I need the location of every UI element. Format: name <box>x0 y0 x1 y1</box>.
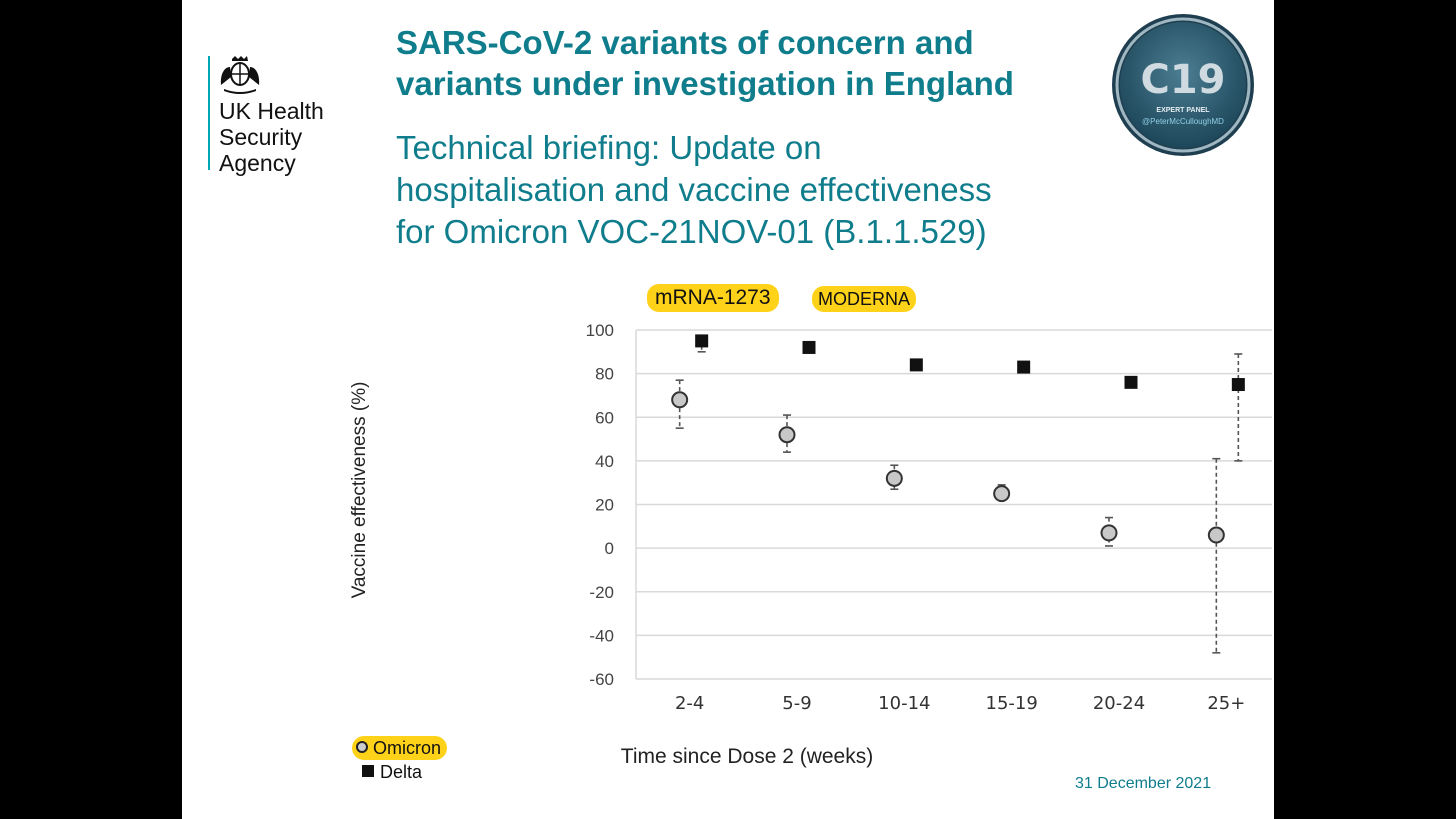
badge-line2-text: @PeterMcCulloughMD <box>1142 117 1224 126</box>
title-line: SARS-CoV-2 variants of concern and <box>396 24 974 61</box>
x-axis-label: Time since Dose 2 (weeks) <box>620 745 874 768</box>
slide-title: SARS-CoV-2 variants of concern and varia… <box>396 22 1116 104</box>
royal-crest-icon <box>220 56 260 94</box>
delta-point <box>695 334 709 348</box>
subtitle-line: hospitalisation and vaccine effectivenes… <box>396 171 992 208</box>
vaccine-tag: mRNA-1273 <box>647 284 779 312</box>
omicron-point <box>671 391 689 409</box>
x-tick-label: 20-24 <box>1093 693 1145 714</box>
slide: UK Health Security Agency SARS-CoV-2 var… <box>182 0 1274 819</box>
badge-main-text: C19 <box>1140 57 1225 103</box>
y-tick-label: 20 <box>595 496 614 515</box>
subtitle-line: Technical briefing: Update on <box>396 129 822 166</box>
y-tick-label: 40 <box>595 452 614 471</box>
x-tick-label: 15-19 <box>986 693 1038 714</box>
legend-omicron-label: Omicron <box>373 738 442 758</box>
org-line: Security <box>219 124 303 150</box>
x-tick-label: 25+ <box>1207 693 1245 714</box>
c19-badge-icon: C19 EXPERT PANEL @PeterMcCulloughMD <box>1112 14 1254 156</box>
delta-point <box>1231 378 1245 392</box>
y-tick-label: 60 <box>595 408 614 427</box>
y-tick-label: 0 <box>605 539 614 558</box>
title-line: variants under investigation in England <box>396 65 1014 102</box>
subtitle-line: for Omicron VOC-21NOV-01 (B.1.1.529) <box>396 213 987 250</box>
legend-delta: Delta <box>362 761 422 783</box>
brand-tag: MODERNA <box>812 286 917 312</box>
delta-point <box>802 340 816 354</box>
omicron-point <box>993 485 1011 503</box>
org-line: UK Health <box>219 98 324 124</box>
delta-point <box>909 358 923 372</box>
y-tick-label: -60 <box>589 670 614 689</box>
delta-point <box>1124 375 1138 389</box>
omicron-point <box>1100 524 1118 542</box>
x-tick-label: 5-9 <box>782 693 811 714</box>
briefing-date: 31 December 2021 <box>1075 775 1212 792</box>
org-name: UK Health Security Agency <box>219 98 324 176</box>
ve-chart: 100 80 60 40 20 0 -20 -40 -60 2-4 5-9 10-14 15-19 20-… <box>586 321 1272 714</box>
y-tick-label: 100 <box>586 321 614 340</box>
delta-point <box>1017 360 1031 374</box>
slide-subtitle: Technical briefing: Update on hospitalis… <box>396 127 1116 253</box>
y-tick-label: -40 <box>589 626 614 645</box>
omicron-point <box>885 469 903 487</box>
legend-delta-label: Delta <box>380 762 423 782</box>
legend-omicron: Omicron <box>352 736 448 760</box>
circle-marker-icon <box>356 741 368 754</box>
omicron-point <box>1207 526 1225 544</box>
logo-divider <box>208 56 210 170</box>
x-tick-label: 10-14 <box>878 693 930 714</box>
y-tick-label: -20 <box>589 583 614 602</box>
y-tick-label: 80 <box>595 365 614 384</box>
badge-line1-text: EXPERT PANEL <box>1156 107 1210 114</box>
square-marker-icon <box>362 765 374 778</box>
x-tick-label: 2-4 <box>675 693 704 714</box>
org-line: Agency <box>219 150 296 176</box>
y-axis-label: Vaccine effectiveness (%) <box>349 381 370 599</box>
omicron-point <box>778 426 796 444</box>
